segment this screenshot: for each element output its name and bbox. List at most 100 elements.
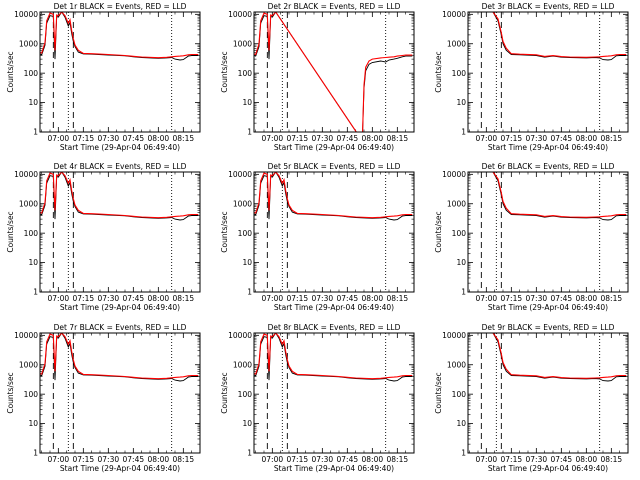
detector-panel-3: 1 10 100 1000 10000 07:00 07:15 07:30 07:45 08:00… (434, 2, 629, 152)
detector-panel-4: 1 10 100 1000 10000 07:00 07:15 07:30 07:45 08:00… (6, 162, 201, 312)
y-axis-label: Counts/sec (434, 372, 443, 413)
x-tick-label: 07:45 (337, 134, 359, 143)
y-tick-label: 1 (461, 449, 466, 458)
panel-title: Det 4r BLACK = Events, RED = LLD (54, 162, 187, 171)
x-tick-label: 07:00 (48, 294, 70, 303)
x-tick-label: 08:00 (362, 455, 384, 464)
x-tick-label: 07:00 (476, 134, 498, 143)
x-axis-label: Start Time (29-Apr-04 06:49:40) (274, 143, 394, 152)
y-tick-label: 100 (238, 229, 253, 238)
x-axis-label: Start Time (29-Apr-04 06:49:40) (274, 464, 394, 473)
y-tick-label: 10000 (14, 170, 38, 179)
panel-title: Det 6r BLACK = Events, RED = LLD (482, 162, 615, 171)
y-axis-label: Counts/sec (6, 372, 15, 413)
x-axis-label: Start Time (29-Apr-04 06:49:40) (274, 303, 394, 312)
x-tick-label: 07:00 (262, 294, 284, 303)
x-tick-label: 08:00 (362, 294, 384, 303)
x-tick-label: 07:30 (98, 134, 120, 143)
x-tick-label: 07:30 (312, 294, 334, 303)
lld-line (468, 333, 627, 379)
plot-frame (39, 11, 201, 133)
x-tick-label: 07:15 (501, 455, 523, 464)
x-axis-label: Start Time (29-Apr-04 06:49:40) (488, 303, 608, 312)
events-line (40, 12, 199, 61)
x-tick-label: 07:30 (98, 294, 120, 303)
y-tick-label: 10 (456, 98, 466, 107)
y-tick-label: 10000 (228, 170, 252, 179)
x-tick-label: 07:15 (287, 294, 309, 303)
y-tick-label: 1 (247, 449, 252, 458)
y-tick-label: 1 (247, 288, 252, 297)
y-tick-label: 100 (24, 390, 39, 399)
x-tick-label: 07:45 (123, 294, 145, 303)
panel-title: Det 7r BLACK = Events, RED = LLD (54, 323, 187, 332)
x-tick-label: 08:00 (362, 134, 384, 143)
x-axis-label: Start Time (29-Apr-04 06:49:40) (488, 464, 608, 473)
y-tick-label: 10 (242, 419, 252, 428)
plot-frame (467, 11, 629, 133)
plot-frame (253, 332, 415, 454)
x-tick-label: 07:30 (526, 455, 548, 464)
plot-frame (39, 171, 201, 293)
y-tick-label: 1 (33, 288, 38, 297)
x-axis-label: Start Time (29-Apr-04 06:49:40) (60, 464, 180, 473)
panel-title: Det 8r BLACK = Events, RED = LLD (268, 323, 401, 332)
lld-line (254, 333, 413, 380)
y-tick-label: 10000 (442, 170, 466, 179)
x-tick-label: 07:15 (501, 294, 523, 303)
y-tick-label: 1000 (19, 39, 38, 48)
x-tick-label: 07:00 (48, 134, 70, 143)
detector-panel-9: 1 10 100 1000 10000 07:00 07:15 07:30 07:45 08:00… (434, 323, 629, 473)
y-axis-label: Counts/sec (6, 51, 15, 92)
x-tick-label: 07:00 (476, 455, 498, 464)
x-tick-label: 08:15 (387, 134, 409, 143)
x-tick-label: 08:15 (173, 455, 195, 464)
y-tick-label: 1000 (447, 360, 466, 369)
events-line (40, 333, 199, 382)
panel-title: Det 3r BLACK = Events, RED = LLD (482, 2, 615, 11)
y-axis-label: Counts/sec (220, 211, 229, 252)
lld-line (468, 172, 627, 218)
x-tick-label: 08:15 (173, 134, 195, 143)
plot-frame (253, 11, 415, 133)
x-tick-label: 07:15 (287, 134, 309, 143)
y-tick-label: 10 (456, 258, 466, 267)
plot-frame (253, 171, 415, 293)
lld-line (40, 12, 199, 59)
y-axis-label: Counts/sec (220, 51, 229, 92)
x-axis-label: Start Time (29-Apr-04 06:49:40) (60, 143, 180, 152)
x-tick-label: 08:15 (173, 294, 195, 303)
y-tick-label: 1 (461, 288, 466, 297)
y-tick-label: 1 (247, 128, 252, 137)
y-tick-label: 10000 (442, 331, 466, 340)
y-tick-label: 100 (452, 69, 467, 78)
y-tick-label: 100 (452, 229, 467, 238)
detector-panel-8: 1 10 100 1000 10000 07:00 07:15 07:30 07:45 08:00… (220, 323, 415, 473)
y-tick-label: 1000 (233, 360, 252, 369)
y-tick-label: 10000 (14, 10, 38, 19)
y-tick-label: 1 (33, 449, 38, 458)
x-tick-label: 07:45 (123, 134, 145, 143)
x-tick-label: 08:00 (148, 134, 170, 143)
detector-panel-2: 1 10 100 1000 10000 07:00 07:15 07:30 07:45 08:00… (220, 2, 415, 152)
x-tick-label: 07:00 (476, 294, 498, 303)
x-tick-label: 07:15 (287, 455, 309, 464)
detector-panel-1: 1 10 100 1000 10000 07:00 07:15 07:30 07:45 08:00… (6, 2, 201, 152)
x-tick-label: 07:30 (312, 134, 334, 143)
x-tick-label: 07:45 (551, 294, 573, 303)
x-tick-label: 08:00 (148, 294, 170, 303)
y-axis-label: Counts/sec (434, 51, 443, 92)
y-tick-label: 10000 (228, 10, 252, 19)
x-tick-label: 07:15 (73, 455, 95, 464)
y-axis-label: Counts/sec (6, 211, 15, 252)
x-tick-label: 07:30 (526, 134, 548, 143)
y-tick-label: 100 (452, 390, 467, 399)
y-tick-label: 10 (28, 98, 38, 107)
x-tick-label: 07:00 (262, 134, 284, 143)
x-tick-label: 07:15 (73, 294, 95, 303)
x-tick-label: 07:45 (337, 294, 359, 303)
lld-line (468, 12, 627, 58)
lld-line (254, 172, 413, 219)
panel-title: Det 2r BLACK = Events, RED = LLD (268, 2, 401, 11)
